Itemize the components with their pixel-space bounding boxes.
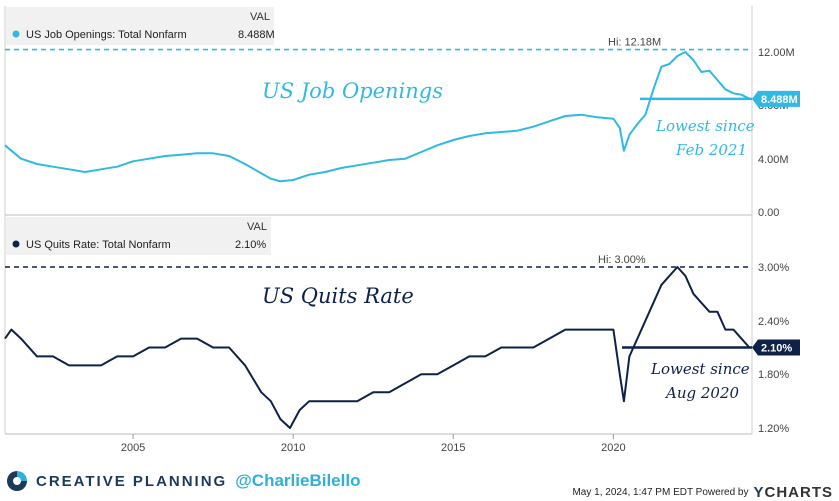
high-label: Hi: 12.18M [608, 37, 661, 49]
x-tick-label: 2020 [601, 442, 625, 454]
creative-planning-logo-icon [7, 471, 27, 491]
ycharts-logo: YCHARTS [753, 484, 833, 501]
legend: VAL US Quits Rate: Total Nonfarm 2.10% [6, 217, 271, 255]
x-tick-label: 2010 [281, 442, 305, 454]
x-tick-label: 2005 [121, 442, 145, 454]
current-value-badge [752, 339, 800, 356]
y-tick-label: 1.80% [758, 369, 789, 381]
panel-2: 3.00% 2.40% 1.80% 1.20% VAL US Quits Rate: To… [4, 217, 800, 454]
current-value-label: 8.488M [761, 94, 798, 106]
powered-by: May 1, 2024, 1:47 PM EDT Powered by YCHA… [572, 484, 833, 501]
legend: VAL US Job Openings: Total Nonfarm 8.488M [6, 7, 275, 45]
series-line [4, 51, 750, 183]
timestamp: May 1, 2024, 1:47 PM EDT Powered by [572, 487, 749, 498]
legend-swatch-icon [12, 240, 20, 248]
annotation-line-1: Lowest since [655, 117, 755, 135]
legend-value: 8.488M [238, 29, 275, 41]
y-tick-label: 0.00 [758, 207, 779, 219]
brand-handle: @CharlieBilello [235, 471, 361, 490]
chart-title: US Job Openings [262, 79, 443, 103]
legend-value: 2.10% [235, 239, 266, 251]
ycharts-logo-y: Y [753, 484, 765, 501]
y-tick-label: 2.40% [758, 316, 789, 328]
ycharts-logo-rest: CHARTS [764, 484, 833, 501]
annotation-line-1: Lowest since [650, 360, 750, 378]
high-label: Hi: 3.00% [598, 254, 646, 266]
y-tick-label: 3.00% [758, 262, 789, 274]
legend-header: VAL [247, 221, 267, 233]
legend-label: US Quits Rate: Total Nonfarm [26, 239, 171, 251]
legend-box [6, 217, 271, 255]
footer: CREATIVE PLANNING @CharlieBilello May 1,… [0, 462, 839, 501]
y-tick-label: 4.00M [758, 154, 789, 166]
current-value-badge [752, 90, 800, 107]
legend-box [6, 7, 274, 45]
chart-title: US Quits Rate [262, 284, 414, 308]
legend-swatch-icon [12, 30, 20, 38]
brand: CREATIVE PLANNING @CharlieBilello [6, 470, 360, 492]
series-line [4, 266, 751, 429]
legend-header: VAL [250, 11, 270, 23]
y-tick-label: 1.20% [758, 423, 789, 435]
y-tick-label: 12.00M [758, 47, 795, 59]
annotation-line-2: Feb 2021 [675, 141, 747, 159]
annotation-line-2: Aug 2020 [664, 384, 739, 402]
x-tick-label: 2015 [441, 442, 465, 454]
legend-label: US Job Openings: Total Nonfarm [26, 29, 187, 41]
brand-name: CREATIVE PLANNING [36, 472, 228, 490]
current-value-label: 2.10% [761, 343, 792, 355]
